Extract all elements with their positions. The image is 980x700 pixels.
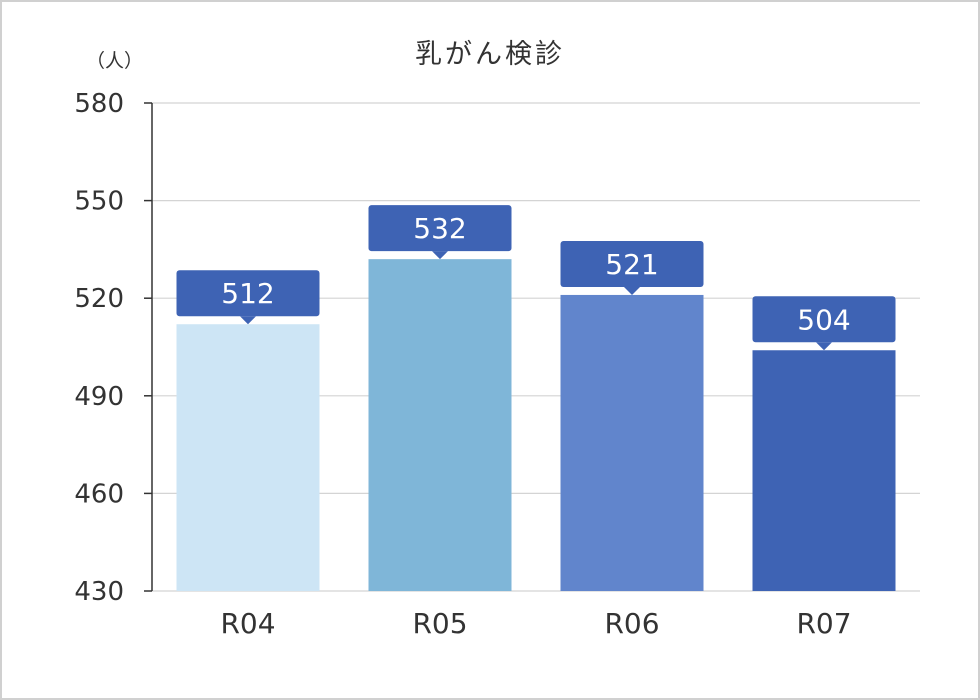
value-callout-box bbox=[176, 270, 320, 317]
bar-r04 bbox=[176, 324, 320, 591]
data-label: 521 bbox=[605, 248, 658, 281]
data-label: 504 bbox=[797, 303, 850, 336]
value-callout-pointer bbox=[432, 251, 448, 260]
value-callout-pointer bbox=[816, 342, 832, 351]
value-callout-box bbox=[752, 296, 896, 343]
value-callout-box bbox=[560, 240, 704, 287]
x-tick-label: R04 bbox=[220, 607, 275, 640]
y-tick-label: 550 bbox=[74, 187, 124, 217]
y-tick-label: 490 bbox=[74, 382, 124, 412]
chart-title: 乳がん検診 bbox=[415, 39, 565, 70]
value-callout-pointer bbox=[624, 286, 640, 295]
x-tick-label: R05 bbox=[412, 607, 467, 640]
y-tick-label: 430 bbox=[74, 577, 124, 607]
bar-r05 bbox=[368, 259, 512, 591]
value-callout-pointer bbox=[240, 316, 256, 325]
y-axis-unit: （人） bbox=[86, 50, 144, 72]
x-tick-label: R06 bbox=[604, 607, 659, 640]
x-tick-label: R07 bbox=[796, 607, 851, 640]
bar-r06 bbox=[560, 294, 704, 591]
data-label: 512 bbox=[221, 277, 274, 310]
y-tick-label: 580 bbox=[74, 89, 124, 119]
data-label: 532 bbox=[413, 212, 466, 245]
bar-r07 bbox=[752, 350, 896, 591]
y-tick-label: 520 bbox=[74, 284, 124, 314]
value-callout-box bbox=[368, 205, 512, 252]
y-tick-label: 460 bbox=[74, 479, 124, 509]
